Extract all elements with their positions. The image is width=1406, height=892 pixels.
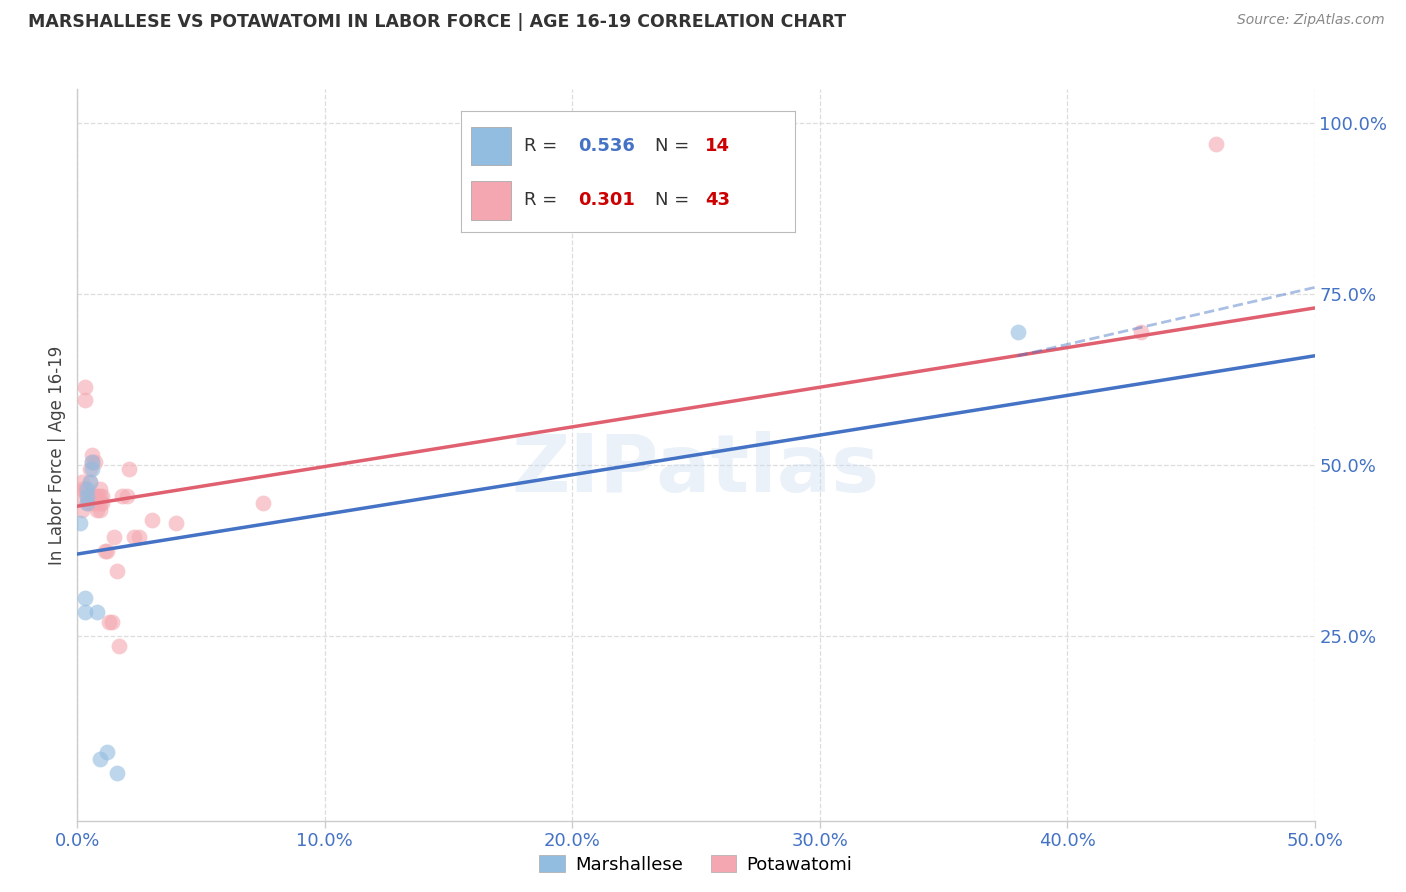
Point <box>73 482 96 496</box>
Point <box>79 475 101 490</box>
Point <box>252 496 274 510</box>
Point <box>91 496 114 510</box>
Point <box>115 489 138 503</box>
Y-axis label: In Labor Force | Age 16-19: In Labor Force | Age 16-19 <box>48 345 66 565</box>
Point <box>1130 325 1153 339</box>
Point <box>76 489 98 503</box>
Point <box>79 475 101 490</box>
Point <box>76 496 98 510</box>
Point <box>96 745 118 759</box>
Point <box>73 393 96 408</box>
Point <box>128 530 150 544</box>
Point <box>165 516 187 531</box>
Point <box>79 489 101 503</box>
Point <box>86 502 108 516</box>
Text: ZIPatlas: ZIPatlas <box>512 431 880 508</box>
Point <box>76 489 98 503</box>
Point <box>82 461 104 475</box>
Point <box>79 496 101 510</box>
Point <box>91 489 114 503</box>
Point <box>83 455 105 469</box>
Point <box>141 513 163 527</box>
Point <box>76 482 98 496</box>
Point <box>72 475 94 490</box>
Point <box>73 605 96 619</box>
Point <box>98 615 121 630</box>
Point <box>72 482 94 496</box>
Point <box>82 455 104 469</box>
Point <box>82 455 104 469</box>
Point <box>103 530 125 544</box>
Point <box>89 489 111 503</box>
Point <box>122 530 145 544</box>
Point <box>82 448 104 462</box>
Point <box>96 543 118 558</box>
Point <box>76 496 98 510</box>
Point <box>73 591 96 606</box>
Point <box>89 482 111 496</box>
Legend: Marshallese, Potawatomi: Marshallese, Potawatomi <box>533 848 859 881</box>
Point <box>101 615 124 630</box>
Point <box>118 461 141 475</box>
Point <box>73 379 96 393</box>
Point <box>105 765 128 780</box>
Point <box>1007 325 1029 339</box>
Point <box>111 489 134 503</box>
Point <box>69 489 91 503</box>
Point <box>86 605 108 619</box>
Point <box>89 752 111 766</box>
Point <box>108 640 131 654</box>
Point <box>86 489 108 503</box>
Text: MARSHALLESE VS POTAWATOMI IN LABOR FORCE | AGE 16-19 CORRELATION CHART: MARSHALLESE VS POTAWATOMI IN LABOR FORCE… <box>28 13 846 31</box>
Point <box>69 516 91 531</box>
Point <box>79 461 101 475</box>
Point <box>89 502 111 516</box>
Point <box>93 543 115 558</box>
Point <box>1205 136 1227 151</box>
Point <box>89 496 111 510</box>
Point <box>72 502 94 516</box>
Point <box>83 496 105 510</box>
Point <box>83 489 105 503</box>
Text: Source: ZipAtlas.com: Source: ZipAtlas.com <box>1237 13 1385 28</box>
Point <box>105 564 128 578</box>
